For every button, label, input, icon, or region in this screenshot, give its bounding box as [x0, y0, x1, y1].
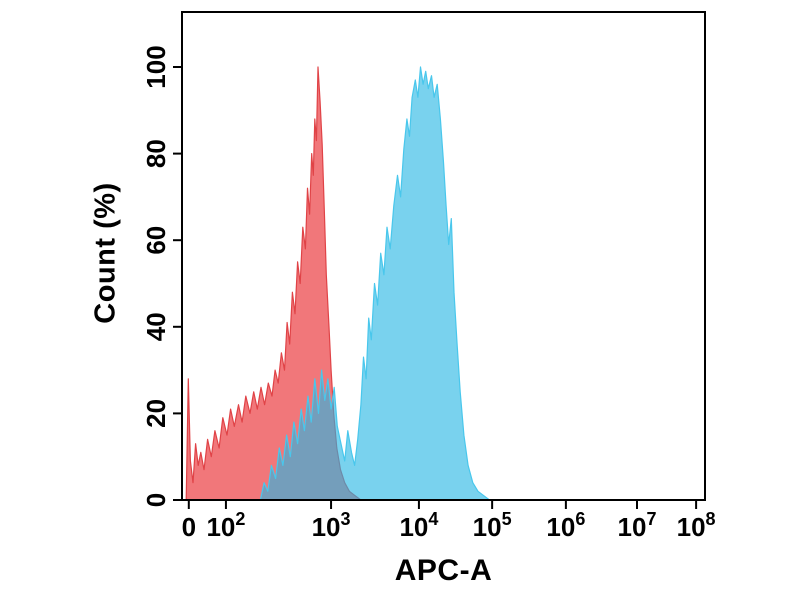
y-tick-label: 100: [141, 45, 171, 88]
y-axis-title: Count (%): [89, 182, 122, 324]
x-tick-label: 104: [399, 509, 438, 542]
y-tick-label: 80: [141, 139, 171, 168]
x-tick-label: 103: [312, 509, 351, 542]
x-tick-label: 106: [546, 509, 585, 542]
cyan-series-area: [259, 66, 491, 500]
x-tick-label: 107: [618, 509, 657, 542]
x-tick-label: 102: [206, 509, 245, 542]
red-series-area: [185, 66, 362, 500]
x-tick-label: 0: [182, 512, 196, 542]
y-tick-label: 20: [141, 399, 171, 428]
plot-border: [181, 11, 706, 501]
y-tick-label: 0: [141, 493, 171, 507]
y-tick-label: 60: [141, 226, 171, 255]
y-tick-label: 40: [141, 312, 171, 341]
x-tick-label: 105: [473, 509, 512, 542]
x-axis-title: APC-A: [394, 554, 493, 587]
x-tick-label: 108: [677, 509, 716, 542]
